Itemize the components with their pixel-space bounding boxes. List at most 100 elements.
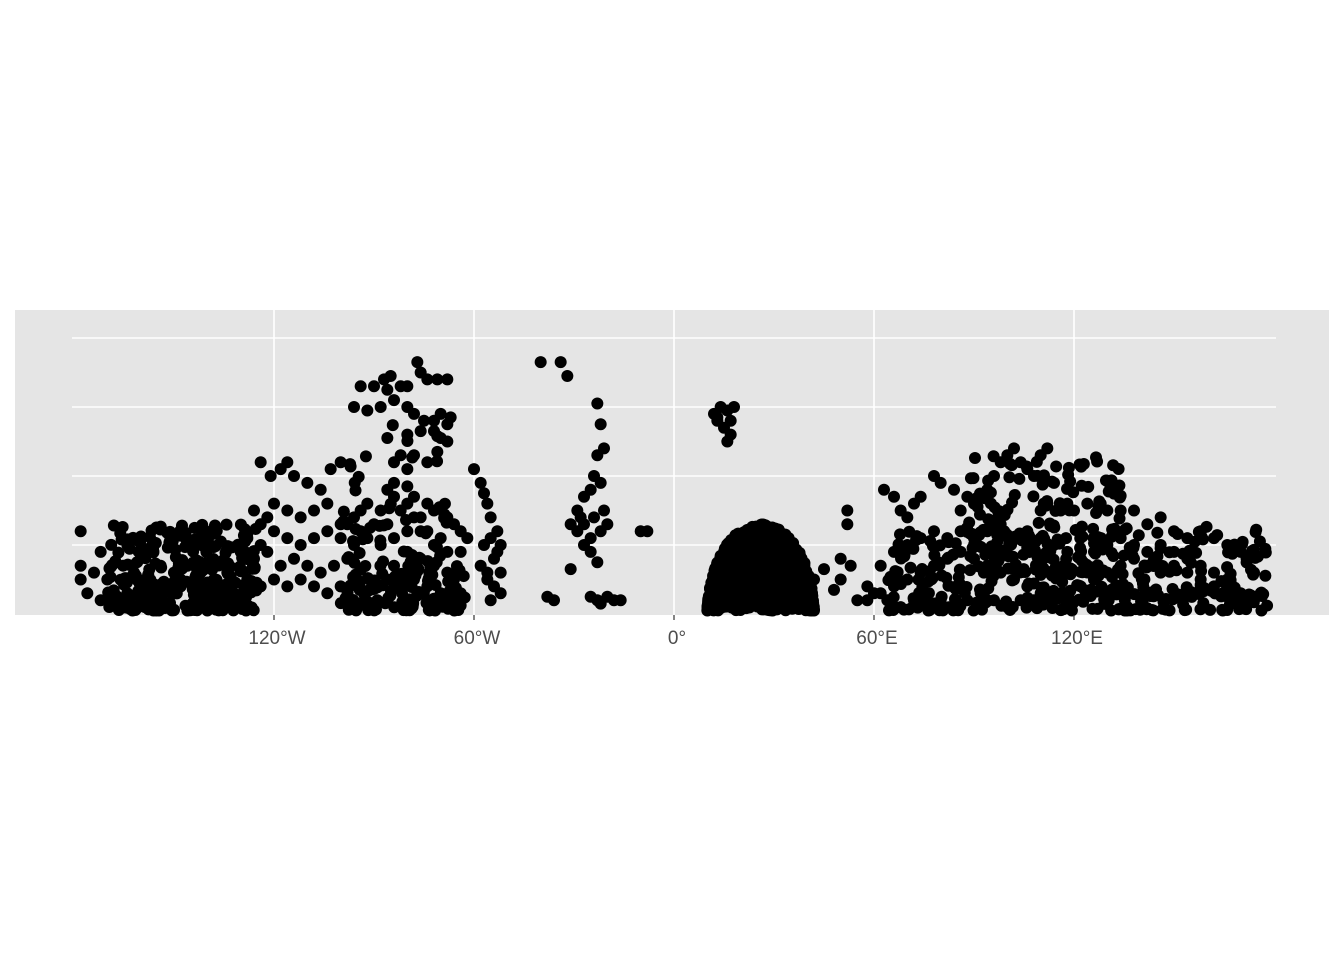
x-axis: 120°W 60°W 0° 60°E 120°E xyxy=(248,615,1103,649)
data-point xyxy=(1090,565,1103,578)
data-point xyxy=(709,562,722,575)
data-point xyxy=(206,524,219,537)
data-point xyxy=(281,532,294,545)
data-point xyxy=(359,560,372,573)
data-point xyxy=(907,542,920,555)
data-point xyxy=(1076,566,1089,579)
data-point xyxy=(334,597,347,610)
data-point xyxy=(841,504,854,517)
data-point xyxy=(394,504,407,517)
data-point xyxy=(401,480,414,493)
data-point xyxy=(221,540,234,553)
data-point xyxy=(81,587,94,600)
data-point xyxy=(1003,471,1016,484)
data-point xyxy=(207,553,220,566)
data-point xyxy=(894,577,907,590)
data-point xyxy=(1074,541,1087,554)
data-point xyxy=(1109,529,1122,542)
data-point xyxy=(740,566,753,579)
data-point xyxy=(975,603,988,616)
data-point xyxy=(224,560,237,573)
data-point xyxy=(946,600,959,613)
data-point xyxy=(349,522,362,535)
data-point xyxy=(438,508,451,521)
data-point xyxy=(134,536,147,549)
data-point xyxy=(381,483,394,496)
data-point xyxy=(236,551,249,564)
data-point xyxy=(914,490,927,503)
data-point xyxy=(1081,497,1094,510)
data-point xyxy=(388,394,400,407)
data-point xyxy=(721,435,734,448)
data-point xyxy=(614,594,627,607)
data-point xyxy=(321,497,334,510)
data-point xyxy=(406,451,419,464)
data-point xyxy=(494,587,507,600)
data-point xyxy=(883,604,896,617)
data-point xyxy=(377,519,390,532)
data-point xyxy=(461,532,474,545)
data-point xyxy=(724,414,737,427)
data-point xyxy=(114,573,127,586)
data-point xyxy=(254,456,267,469)
data-point xyxy=(924,534,937,547)
data-point xyxy=(887,591,900,604)
data-point xyxy=(574,511,587,524)
data-point xyxy=(786,539,799,552)
data-point xyxy=(220,518,233,531)
data-point xyxy=(374,534,387,547)
data-point xyxy=(1240,603,1253,616)
data-point xyxy=(997,529,1010,542)
data-point xyxy=(268,573,280,586)
data-point xyxy=(359,450,372,463)
data-point xyxy=(314,483,327,496)
data-point xyxy=(123,542,136,555)
data-point xyxy=(942,579,955,592)
data-point xyxy=(213,603,226,616)
data-point xyxy=(381,432,394,445)
data-point xyxy=(145,578,158,591)
x-tick-label: 60°W xyxy=(454,628,501,649)
data-point xyxy=(964,550,977,563)
data-point xyxy=(484,594,497,607)
data-point xyxy=(321,587,334,600)
data-point xyxy=(588,511,600,524)
data-point xyxy=(419,527,432,540)
data-point xyxy=(942,551,955,564)
data-point xyxy=(170,576,183,589)
data-point xyxy=(834,573,847,586)
data-point xyxy=(1107,459,1120,472)
data-point xyxy=(386,419,399,432)
data-point xyxy=(1035,555,1048,568)
data-point xyxy=(142,568,155,581)
data-point xyxy=(763,529,776,542)
data-point xyxy=(1178,604,1191,617)
data-point xyxy=(882,574,895,587)
data-point xyxy=(131,588,144,601)
data-point xyxy=(1236,537,1249,550)
data-point xyxy=(1022,577,1035,590)
data-point xyxy=(448,587,461,600)
data-points xyxy=(74,356,1274,617)
data-point xyxy=(1020,601,1033,614)
data-point xyxy=(1141,545,1154,558)
x-tick-label: 120°W xyxy=(248,628,305,649)
data-point xyxy=(591,449,604,462)
data-point xyxy=(894,528,907,541)
data-point xyxy=(155,561,168,574)
data-point xyxy=(1102,594,1115,607)
data-point xyxy=(1211,529,1224,542)
data-point xyxy=(901,511,914,524)
data-point xyxy=(1141,518,1154,531)
data-point xyxy=(964,564,977,577)
data-point xyxy=(738,543,751,556)
data-point xyxy=(1221,604,1234,617)
data-point xyxy=(1171,527,1184,540)
data-point xyxy=(321,525,334,538)
data-point xyxy=(1046,475,1059,488)
data-point xyxy=(964,527,977,540)
data-point xyxy=(128,569,141,582)
data-point xyxy=(889,565,902,578)
data-point xyxy=(175,519,188,532)
